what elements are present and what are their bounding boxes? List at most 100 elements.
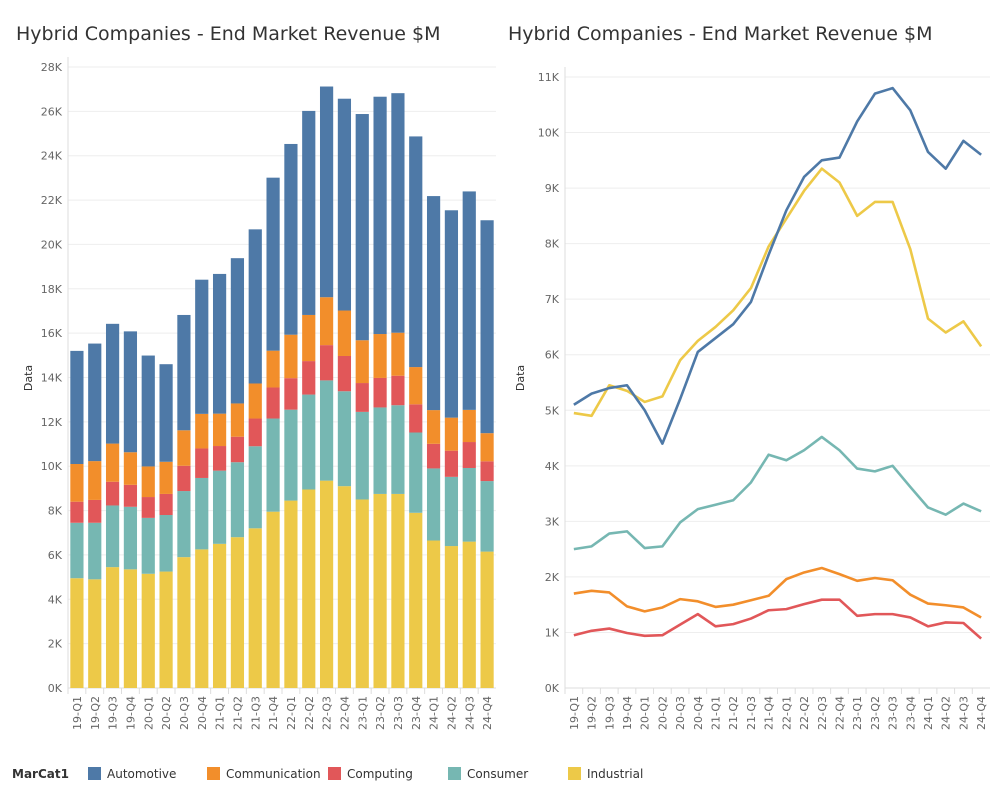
bar-segment-automotive [284,143,298,335]
bar-segment-industrial [444,546,459,688]
line-x-tick-label: 24-Q2 [940,696,953,730]
bar-segment-consumer [444,476,459,547]
bar-y-tick-label: 24K [41,150,63,163]
bar-segment-industrial [409,512,423,688]
bar-segment-computing [319,345,334,381]
line-chart-title: Hybrid Companies - End Market Revenue $M [508,23,933,45]
line-y-tick-label: 5K [545,404,560,417]
bar-segment-computing [88,499,102,523]
bar-y-tick-label: 18K [41,283,63,296]
bar-x-tick-label: 20-Q4 [196,696,209,730]
bar-segment-industrial [88,579,102,688]
line-series-industrial [573,167,983,418]
line-y-tick-label: 2K [545,571,560,584]
line-x-tick-label: 19-Q1 [568,696,581,730]
bar-y-tick-label: 4K [48,593,63,606]
bar-segment-automotive [409,136,423,368]
bar-segment-computing [444,450,459,477]
bar-y-tick-label: 28K [41,61,63,74]
bar-x-tick-label: 20-Q1 [142,696,155,730]
bar-segment-communication [391,332,405,376]
bar-segment-computing [480,461,494,482]
bar-segment-communication [337,310,352,356]
line-chart: 0K 1K 2K 3K 4K 5K 6K 7K 8K 9K 10K 11K 19-Q1 19-Q2 19-Q… [538,67,990,730]
bar-segment-industrial [284,500,298,688]
bar-x-tick-label: 21-Q1 [214,696,227,730]
bar-segment-industrial [462,541,476,688]
line-x-tick-label: 22-Q1 [780,696,793,730]
bar-segment-computing [302,361,316,395]
bar-segment-automotive [391,93,405,333]
bar-segment-automotive [355,114,369,341]
bar-segment-communication [480,433,494,462]
bar-segment-computing [409,404,423,433]
bar-segment-consumer [195,477,209,550]
line-x-tick-label: 23-Q4 [904,696,917,730]
bar-x-tick-label: 24-Q2 [445,696,458,730]
bar-segment-consumer [284,409,298,501]
bar-x-tick-label: 22-Q3 [321,696,334,730]
bar-x-tick-label: 23-Q4 [410,696,423,730]
stacked-bar-chart: 0K 2K 4K 6K 8K 10K 12K 14K 16K 18K 20K 22K 24K 26K 28K… [41,57,496,730]
legend-swatch-computing [328,767,341,780]
line-x-tick-label: 24-Q4 [975,696,988,730]
bar-segment-industrial [391,493,405,688]
legend-swatch-industrial [568,767,581,780]
line-x-tick-label: 19-Q2 [586,696,599,730]
bar-segment-automotive [426,196,441,411]
bar-segment-automotive [337,98,352,311]
bar-segment-computing [248,418,262,447]
bar-segment-consumer [302,394,316,490]
bar-x-tick-label: 22-Q4 [338,696,351,730]
bar-segment-industrial [480,551,494,688]
bar-y-tick-label: 26K [41,105,63,118]
bar-segment-automotive [70,350,84,464]
line-y-tick-label: 10K [538,127,560,140]
line-series-computing [573,598,983,640]
bar-segment-communication [373,334,387,378]
bar-segment-computing [105,481,120,506]
bar-segment-computing [426,443,441,469]
line-y-tick-label: 4K [545,460,560,473]
bar-x-tick-label: 20-Q3 [178,696,191,730]
bar-x-tick-label: 24-Q1 [428,696,441,730]
bar-segment-consumer [480,481,494,552]
line-x-tick-label: 19-Q4 [621,696,634,730]
line-x-tick-label: 24-Q1 [922,696,935,730]
line-x-tick-label: 20-Q1 [639,696,652,730]
bar-segment-industrial [70,578,84,688]
bar-segment-industrial [319,480,334,688]
bar-segment-communication [212,413,227,447]
bar-segment-automotive [302,110,316,315]
bar-segment-consumer [230,462,245,538]
bar-segment-automotive [248,229,262,384]
bar-segment-communication [177,430,191,466]
bar-segment-industrial [212,543,227,688]
legend-label-communication: Communication [226,767,321,781]
bar-segment-communication [426,410,441,444]
line-y-tick-label: 7K [545,293,560,306]
bar-segment-consumer [319,380,334,481]
bar-segment-industrial [195,549,209,688]
bar-segment-communication [141,466,155,498]
bar-segment-consumer [391,405,405,494]
bar-x-tick-label: 21-Q2 [231,696,244,730]
line-x-tick-label: 20-Q2 [656,696,669,730]
bar-segment-automotive [141,355,155,467]
line-y-tick-label: 11K [538,71,560,84]
line-x-tick-label: 22-Q4 [833,696,846,730]
bar-y-tick-label: 10K [41,460,63,473]
bar-segment-automotive [195,279,209,414]
line-x-tick-label: 23-Q1 [851,696,864,730]
bar-segment-communication [355,340,369,384]
line-x-tick-label: 23-Q3 [887,696,900,730]
legend: Automotive Communication Computing Consumer… [88,767,643,781]
bar-segment-automotive [123,331,138,453]
bar-x-tick-label: 19-Q2 [89,696,102,730]
bar-segment-communication [444,417,459,451]
bar-segment-computing [373,377,387,408]
bar-segment-consumer [266,418,280,512]
legend-swatch-automotive [88,767,101,780]
bar-segment-computing [195,448,209,478]
bar-segment-industrial [426,540,441,688]
